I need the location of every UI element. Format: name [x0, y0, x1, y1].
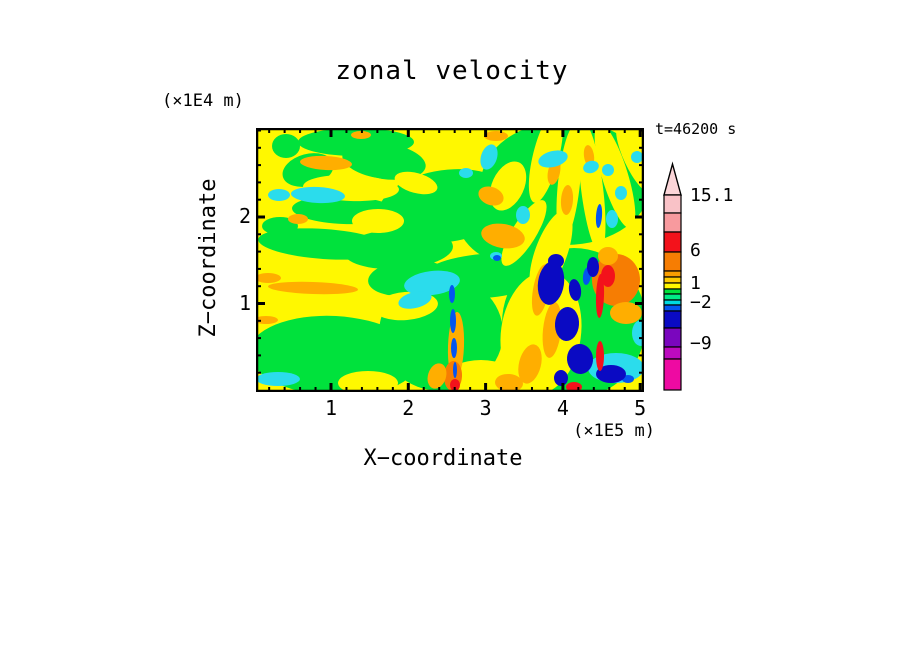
contour-blob: [450, 379, 460, 391]
colorbar-segment: [663, 358, 682, 391]
contour-blob: [583, 160, 599, 174]
contour-blob: [602, 164, 614, 176]
colorbar-label: −2: [690, 292, 712, 313]
contour-blob: [272, 134, 300, 158]
contour-blob: [596, 341, 604, 371]
contour-blob: [632, 320, 644, 346]
y-tick-label: 2: [238, 204, 251, 228]
colorbar-segment: [663, 304, 682, 312]
colorbar-segment: [663, 288, 682, 295]
colorbar-segment: [663, 310, 682, 329]
contour-blob: [404, 270, 460, 296]
contour-blob: [450, 309, 456, 333]
contour-blob: [394, 171, 438, 195]
timestamp-label: t=46200 s: [655, 120, 737, 138]
contour-blob: [427, 363, 447, 389]
x-tick-label: 3: [479, 396, 492, 420]
colorbar-segment: [663, 276, 682, 284]
colorbar: [663, 161, 682, 391]
contour-blob: [594, 128, 636, 229]
colorbar-label: 15.1: [690, 185, 734, 206]
contour-blob: [615, 186, 627, 200]
contour-blob: [501, 200, 547, 266]
field-blobs: [256, 128, 644, 392]
contour-blob: [548, 254, 564, 268]
contour-blob: [560, 185, 574, 215]
contour-blob: [451, 338, 457, 358]
contour-blob: [493, 255, 501, 261]
contour-blob: [587, 257, 599, 277]
colorbar-arrow: [663, 161, 682, 196]
colorbar-segment: [663, 212, 682, 233]
contour-blob: [518, 344, 542, 384]
y-axis-units-label: (×1E4 m): [162, 91, 244, 111]
colorbar-segment: [663, 327, 682, 348]
contour-blob: [352, 209, 404, 233]
contour-blob: [631, 151, 643, 163]
contour-blob: [596, 365, 626, 383]
colorbar-segment: [663, 251, 682, 272]
x-axis-units-label: (×1E5 m): [573, 421, 655, 441]
colorbar-segment: [663, 231, 682, 253]
colorbar-label: 1: [690, 273, 701, 294]
chart-title: zonal velocity: [335, 56, 569, 86]
contour-blob: [256, 372, 300, 386]
contour-blob: [351, 131, 371, 139]
contour-blob: [338, 371, 398, 392]
plot-border: [256, 128, 644, 392]
contour-blob: [256, 273, 281, 283]
contour-blob: [622, 128, 644, 143]
x-tick-label: 1: [324, 396, 338, 420]
contour-blob: [566, 344, 594, 374]
contour-blob: [459, 168, 473, 178]
contour-blob: [268, 281, 358, 295]
contour-blob: [398, 291, 432, 309]
contour-blob: [601, 265, 615, 287]
colorbar-segment: [663, 346, 682, 360]
contour-blob: [554, 370, 568, 386]
contour-blob: [291, 186, 345, 204]
contour-blob: [342, 142, 426, 180]
contour-blob: [453, 362, 457, 378]
contour-blob: [343, 228, 453, 270]
y-tick-label: 1: [238, 290, 251, 315]
colorbar-label: 6: [690, 240, 701, 261]
x-axis-title: X−coordinate: [363, 446, 523, 471]
contour-blob: [538, 150, 568, 168]
contour-blob: [300, 155, 352, 171]
contour-blob: [537, 261, 565, 305]
heatmap-plot: [256, 128, 644, 392]
colorbar-segment: [663, 282, 682, 290]
contour-blob: [262, 217, 298, 235]
heatmap-field: [256, 128, 644, 392]
x-tick-label: 4: [556, 396, 569, 420]
contour-blob: [598, 247, 618, 265]
colorbar-segment: [663, 293, 682, 301]
x-tick-label: 2: [402, 396, 415, 420]
contour-blob: [606, 210, 618, 228]
x-tick-label: 5: [634, 396, 647, 420]
contour-blob: [484, 131, 508, 141]
colorbar-segment: [663, 194, 682, 214]
colorbar-segment: [663, 270, 682, 278]
contour-blob: [256, 316, 278, 324]
contour-blob: [481, 223, 525, 249]
contour-blob: [554, 307, 580, 341]
contour-blob: [268, 189, 290, 201]
contour-blob: [480, 144, 498, 170]
colorbar-label: −9: [690, 333, 712, 354]
contour-blob: [610, 302, 642, 324]
contour-blob: [478, 186, 504, 206]
contour-blob: [595, 274, 605, 318]
contour-blob: [516, 206, 530, 224]
y-axis-title: Z−coordinate: [196, 178, 221, 338]
colorbar-segment: [663, 299, 682, 306]
contour-blob: [288, 214, 308, 224]
contour-blob: [595, 204, 603, 228]
contour-blob: [568, 279, 582, 301]
contour-blob: [449, 285, 455, 303]
